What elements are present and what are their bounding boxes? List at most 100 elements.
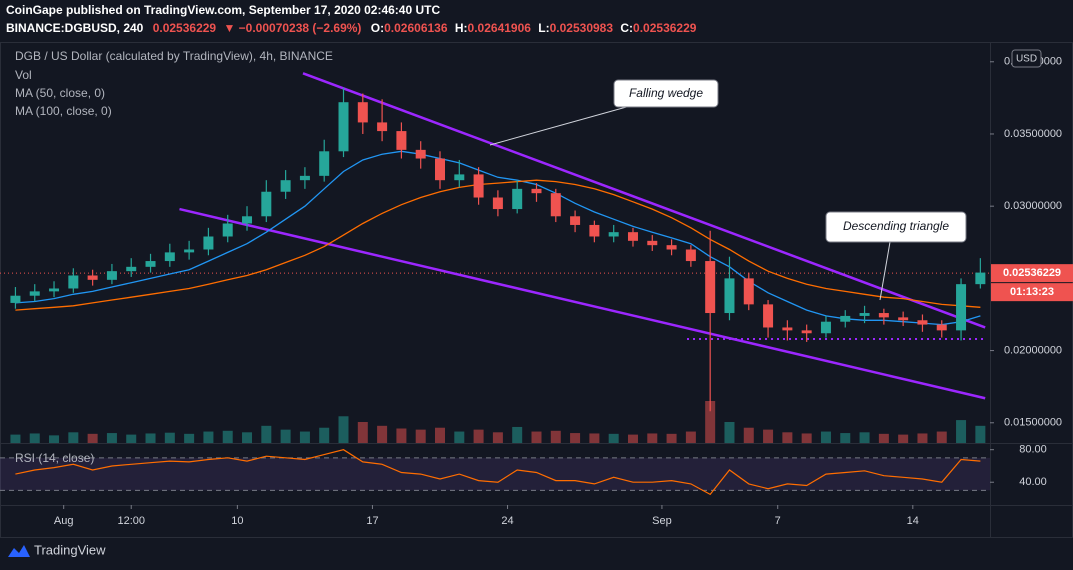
volume-bar [666, 433, 677, 443]
candle-body [627, 232, 638, 241]
volume-bar [473, 429, 484, 443]
candle-body [261, 191, 272, 217]
candle-body [357, 102, 368, 123]
volume-bar [68, 432, 79, 443]
candle-body [859, 313, 870, 316]
candle-body [685, 249, 696, 262]
candle-body [319, 151, 330, 176]
x-tick-label: 12:00 [117, 515, 145, 527]
candle-body [203, 236, 214, 250]
volume-bar [859, 432, 870, 443]
currency-button[interactable] [1011, 49, 1042, 68]
volume-bar [10, 434, 21, 443]
volume-bar [49, 435, 60, 443]
candle-body [570, 216, 581, 225]
callout: Descending triangle [825, 211, 967, 301]
candle-body [184, 249, 195, 253]
candle-body [820, 321, 831, 334]
callout: Falling wedge [489, 79, 719, 146]
volume-bar [512, 426, 523, 443]
candle-body [68, 275, 79, 289]
x-tick-label: 24 [501, 515, 513, 527]
chart-title: DGB / US Dollar (calculated by TradingVi… [15, 49, 333, 63]
candle-body [531, 188, 542, 194]
candle-body [801, 330, 812, 334]
x-tick-label: Aug [54, 515, 74, 527]
ma-line [15, 179, 981, 311]
volume-bar [724, 422, 735, 443]
volume-bar [801, 433, 812, 443]
volume-bar [975, 425, 986, 443]
volume-bar [550, 430, 561, 443]
volume-bar [203, 431, 214, 443]
volume-bar [589, 433, 600, 443]
candle-body [666, 245, 677, 250]
candle-body [164, 252, 175, 262]
candle-body [975, 272, 986, 285]
volume-bar [261, 425, 272, 443]
candle-body [647, 240, 658, 246]
y-tick-label: 0.03500000 [1004, 128, 1062, 140]
legend-entry: MA (100, close, 0) [15, 104, 112, 118]
volume-bar [608, 433, 619, 443]
candle-body [917, 320, 928, 325]
candle-body [724, 278, 735, 314]
currency-label: USD [1016, 54, 1037, 65]
plot: 0.040000000.035000000.030000000.02000000… [0, 56, 1073, 527]
volume-bar [242, 432, 253, 443]
volume-bar [357, 422, 368, 443]
trend-line [302, 72, 986, 329]
last-price-label: 0.02536229 [1003, 267, 1061, 279]
volume-bar [898, 434, 909, 443]
candle-body [936, 324, 947, 331]
callout-box [613, 79, 719, 108]
candle-body [87, 275, 98, 280]
candle-body [878, 313, 889, 318]
ohlc-value: 0.02536229 [633, 21, 697, 35]
candle-body [512, 188, 523, 210]
volume-bar [705, 401, 716, 443]
volume-bar [184, 433, 195, 443]
volume-bar [531, 431, 542, 443]
legend: DGB / US Dollar (calculated by TradingVi… [15, 49, 333, 465]
x-tick-label: Sep [652, 515, 672, 527]
candle-body [10, 295, 21, 303]
candle-body [454, 174, 465, 181]
candle-body [956, 284, 967, 331]
candle-body [763, 304, 774, 328]
ohlc-value: 0.02641906 [468, 21, 532, 35]
volume-bar [106, 433, 117, 443]
volume-bar [627, 434, 638, 443]
volume-bar [299, 431, 310, 443]
volume-bar [956, 420, 967, 443]
countdown-box [991, 283, 1073, 302]
volume-bar [319, 427, 330, 443]
volume-bar [415, 429, 426, 443]
x-tick-label: 7 [775, 515, 781, 527]
ma-line [15, 150, 981, 326]
callout-pointer [879, 241, 891, 301]
candle-body [705, 261, 716, 314]
candle-body [299, 175, 310, 181]
ohlc-key: C: [620, 21, 633, 35]
volume-bar [492, 432, 503, 443]
ohlc-key: L: [538, 21, 549, 35]
candle-body [126, 266, 137, 272]
volume-bar [647, 433, 658, 443]
volume-bar [917, 433, 928, 443]
y-tick-label: 0.03000000 [1004, 200, 1062, 212]
ohlc-key: O: [371, 21, 384, 35]
candle-body [589, 224, 600, 237]
candle-body [222, 223, 233, 237]
volume-bar [222, 430, 233, 443]
callout-pointer [489, 105, 631, 146]
change: ▼ −0.00070238 (−2.69%) [223, 21, 361, 35]
candle-body [338, 102, 349, 152]
candle-body [396, 131, 407, 150]
callout-text: Descending triangle [843, 219, 949, 233]
volume-bar [685, 431, 696, 443]
brand: TradingView [8, 542, 106, 557]
volume-bar [164, 432, 175, 443]
x-tick-label: 17 [366, 515, 378, 527]
x-tick-label: 10 [231, 515, 243, 527]
